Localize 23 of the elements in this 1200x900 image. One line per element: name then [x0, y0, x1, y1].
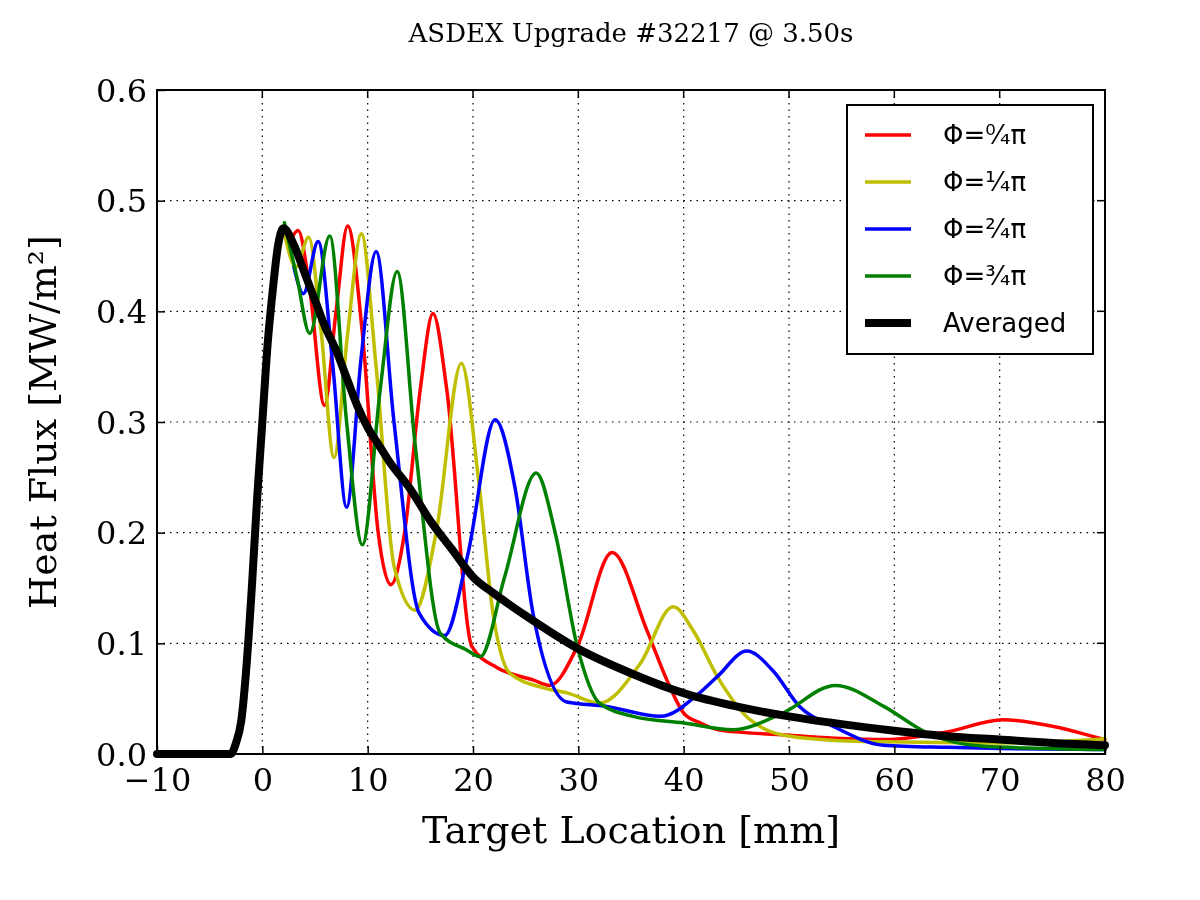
y-axis-title: Heat Flux [MW/m²] — [21, 235, 65, 609]
x-axis-title: Target Location [mm] — [422, 808, 840, 852]
x-tick-label: 70 — [979, 760, 1021, 799]
x-tick-label: 0 — [252, 760, 274, 799]
x-tick-label: 40 — [663, 760, 705, 799]
legend-label: Φ=³⁄₄π — [943, 261, 1027, 292]
chart-title: ASDEX Upgrade #32217 @ 3.50s — [407, 18, 854, 48]
legend-label: Φ=⁰⁄₄π — [943, 120, 1027, 151]
x-tick-label: 20 — [453, 760, 494, 799]
y-tick-label: 0.3 — [96, 403, 147, 442]
x-tick-label: 10 — [347, 760, 389, 799]
y-tick-label: 0.5 — [96, 182, 147, 221]
y-tick-label: 0.1 — [96, 625, 147, 664]
y-tick-label: 0.2 — [96, 514, 147, 553]
legend-label: Φ=¹⁄₄π — [943, 167, 1027, 198]
x-tick-label: 50 — [769, 760, 810, 799]
x-tick-label: 60 — [874, 760, 916, 799]
legend-label: Φ=²⁄₄π — [943, 214, 1027, 245]
y-tick-label: 0.6 — [96, 71, 147, 110]
x-tick-label: 30 — [558, 760, 600, 799]
x-tick-label: 80 — [1085, 760, 1126, 799]
y-tick-label: 0.4 — [96, 293, 147, 332]
legend-label: Averaged — [943, 308, 1067, 339]
